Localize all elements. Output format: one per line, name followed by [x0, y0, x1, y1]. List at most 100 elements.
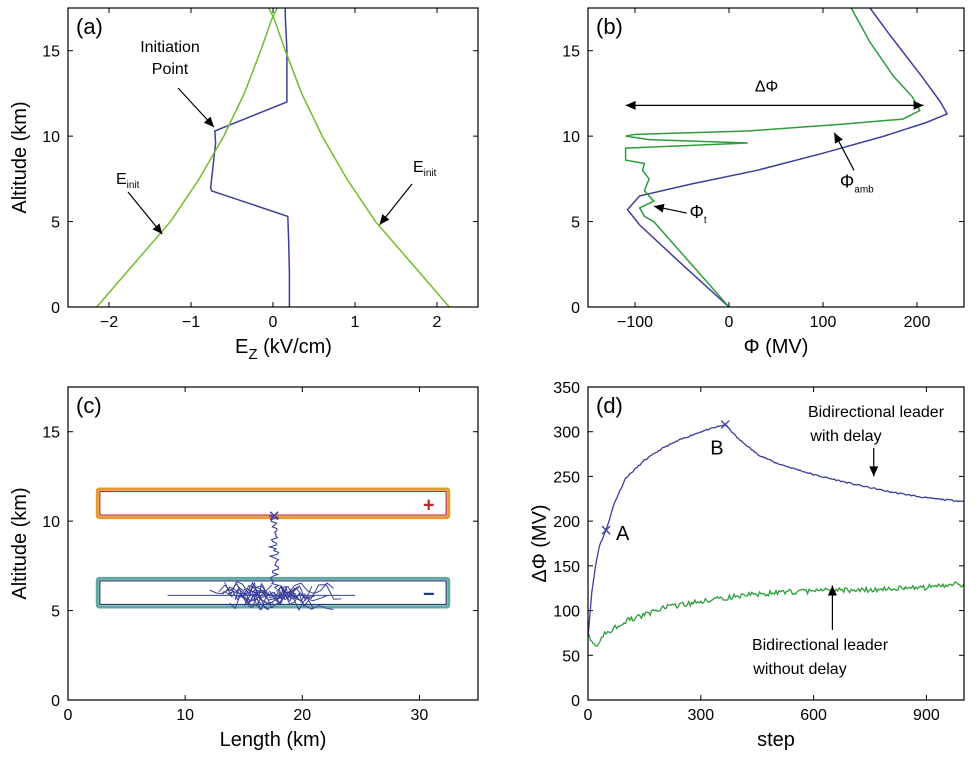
y-tick-label: 15: [42, 425, 60, 442]
x-tick-label: 900: [913, 707, 940, 724]
ez-profile-line: [209, 8, 291, 307]
y-tick-label: 10: [562, 129, 580, 146]
einit-left-arrow-head: [152, 223, 163, 235]
phi-amb-label: Φamb: [840, 171, 874, 195]
without-delay-arrow-head: [827, 585, 837, 596]
y-tick-label: 10: [42, 514, 60, 531]
marker-B: [720, 420, 730, 430]
y-tick-label: 0: [571, 693, 580, 710]
leader-branch: [222, 589, 285, 605]
einit-right-arrow-head: [379, 214, 390, 225]
y-tick-label: 300: [553, 425, 580, 442]
x-tick-label: 200: [904, 314, 931, 331]
panel-label: (a): [76, 14, 103, 39]
x-tick-label: 0: [269, 314, 278, 331]
delta-phi-arrow-right: [913, 100, 924, 110]
y-tick-label: 50: [562, 648, 580, 665]
leader-branch: [229, 592, 274, 610]
initiation-arrow-head: [203, 116, 214, 128]
y-tick-label: 15: [562, 44, 580, 61]
x-tick-label: 1: [351, 314, 360, 331]
x-tick-label: −2: [100, 314, 118, 331]
with-delay-label: Bidirectional leader: [808, 404, 945, 421]
y-tick-label: 5: [51, 604, 60, 621]
x-axis-label: Φ (MV): [744, 336, 809, 358]
x-tick-label: 20: [293, 707, 311, 724]
y-tick-label: 250: [553, 469, 580, 486]
leader-branch: [209, 586, 265, 602]
x-tick-label: 600: [800, 707, 827, 724]
x-tick-label: 30: [411, 707, 429, 724]
panel-label: (b): [596, 14, 623, 39]
y-axis-label: Altitude (km): [9, 101, 31, 213]
y-axis-label: ΔΦ (MV): [529, 504, 551, 582]
y-tick-label: 0: [51, 300, 60, 317]
phi-t-label: Φt: [690, 202, 707, 226]
without-delay-line: [588, 581, 964, 647]
x-axis-label: EZ (kV/cm): [235, 336, 332, 363]
einit-left-label: Einit: [116, 171, 140, 191]
positive-sign: +: [423, 494, 435, 516]
negative-sign: −: [423, 584, 435, 606]
charge-region-inner: [99, 490, 447, 516]
marker-label-B: B: [710, 438, 723, 460]
x-tick-label: 10: [176, 707, 194, 724]
leader-channel: [267, 515, 281, 590]
axes-frame: [587, 386, 965, 701]
phi-t-arrow-head: [653, 203, 665, 213]
einit-left-line: [96, 8, 278, 307]
phi-amb-line: [626, 8, 949, 307]
leader-branch: [277, 587, 296, 601]
without-delay-label: Bidirectional leader: [752, 637, 889, 654]
leader-branch: [265, 592, 284, 602]
leader-branch: [281, 584, 342, 600]
y-tick-label: 5: [51, 215, 60, 232]
panel-label: (c): [76, 393, 102, 418]
x-tick-label: 2: [433, 314, 442, 331]
initiation-label-2: Point: [152, 61, 189, 78]
x-tick-label: 300: [687, 707, 714, 724]
panel-a: −2 −1 0 1 2 0 5 10 15 (a) Altitude (km) EZ (kV/cm) I…: [9, 7, 479, 363]
leader-branch: [269, 586, 299, 601]
delta-phi-arrow-left: [625, 100, 636, 110]
leader-branch: [218, 582, 268, 598]
y-tick-label: 150: [553, 559, 580, 576]
y-tick-label: 10: [42, 129, 60, 146]
leader-branch: [275, 592, 314, 609]
delta-phi-label: ΔΦ: [755, 78, 778, 95]
with-delay-arrow-head: [869, 466, 879, 477]
panel-d: 0 300 600 900 0 50 100 150 200 250 300 350 (d) ΔΦ (MV…: [529, 380, 965, 751]
y-tick-label: 5: [571, 215, 580, 232]
einit-right-line: [268, 8, 450, 307]
x-tick-label: 0: [64, 707, 73, 724]
marker-A: [601, 525, 611, 535]
leader-branch: [273, 591, 306, 605]
x-tick-label: 100: [810, 314, 837, 331]
y-tick-label: 0: [571, 300, 580, 317]
einit-right-label: Einit: [413, 159, 437, 179]
x-tick-label: 0: [725, 314, 734, 331]
panel-b: −100 0 100 200 0 5 10 15 (b) Φ (MV) ΔΦ Φt Φamb: [562, 7, 965, 358]
y-axis-label: Altitude (km): [9, 487, 31, 599]
phi-amb-arrow-head: [834, 132, 843, 144]
x-tick-label: −100: [617, 314, 653, 331]
phi-t-line: [624, 8, 921, 307]
x-axis-label: step: [757, 729, 795, 751]
y-tick-label: 350: [553, 380, 580, 397]
y-tick-label: 100: [553, 604, 580, 621]
initiation-label: Initiation: [140, 39, 200, 56]
axes-frame: [67, 386, 479, 701]
y-tick-label: 200: [553, 514, 580, 531]
x-tick-label: 0: [584, 707, 593, 724]
y-tick-label: 15: [42, 44, 60, 61]
panel-c: 0 10 20 30 0 5 10 15 (c) Altitude (km) Length (km)…: [9, 386, 479, 751]
x-tick-label: −1: [182, 314, 200, 331]
x-axis-label: Length (km): [220, 729, 327, 751]
axes-frame: [67, 7, 479, 308]
charge-region-edge: [95, 487, 451, 520]
marker-label-A: A: [616, 523, 630, 545]
panel-label: (d): [596, 393, 623, 418]
axes-frame: [587, 7, 965, 308]
without-delay-label-2: without delay: [752, 661, 846, 678]
